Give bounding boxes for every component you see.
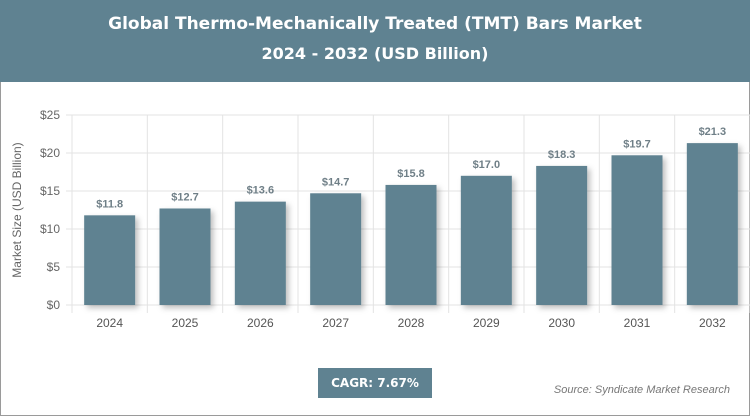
data-label: $17.0 [473, 159, 501, 171]
x-tick-label: 2029 [473, 316, 500, 330]
bar-2025 [159, 208, 211, 305]
data-label: $14.7 [322, 176, 350, 188]
x-tick-label: 2032 [699, 316, 726, 330]
chart-header: Global Thermo-Mechanically Treated (TMT)… [0, 0, 750, 82]
bar-2031 [611, 155, 663, 305]
bar-2028 [385, 184, 437, 305]
bar-2029 [460, 175, 512, 305]
chart-title: Global Thermo-Mechanically Treated (TMT)… [108, 14, 642, 34]
chart-subtitle: 2024 - 2032 (USD Billion) [261, 44, 489, 63]
data-label: $11.8 [96, 198, 123, 210]
bar-2026 [234, 201, 286, 305]
y-tick-label: $10 [40, 222, 60, 236]
x-tick-label: 2026 [247, 316, 274, 330]
y-tick-label: $0 [47, 298, 61, 312]
x-tick-label: 2024 [96, 316, 123, 330]
x-tick-label: 2030 [548, 316, 575, 330]
cagr-badge: CAGR: 7.67% [318, 368, 432, 398]
y-tick-label: $25 [40, 108, 60, 122]
y-tick-label: $5 [47, 260, 61, 274]
y-tick-label: $15 [40, 184, 60, 198]
data-label: $15.8 [397, 168, 425, 180]
x-tick-label: 2031 [624, 316, 651, 330]
data-label: $19.7 [623, 138, 651, 150]
data-label: $12.7 [171, 191, 199, 203]
bar-2027 [310, 193, 362, 305]
data-label: $13.6 [247, 185, 275, 197]
y-tick-label: $20 [40, 146, 60, 160]
x-tick-label: 2025 [172, 316, 199, 330]
data-label: $18.3 [548, 149, 576, 161]
source-note: Source: Syndicate Market Research [553, 384, 730, 396]
y-axis-label: Market Size (USD Billion) [10, 142, 24, 277]
bar-2030 [536, 165, 588, 305]
bar-2024 [84, 215, 136, 305]
x-tick-label: 2028 [398, 316, 425, 330]
x-tick-label: 2027 [322, 316, 349, 330]
data-label: $21.3 [699, 126, 727, 138]
bar-2032 [686, 143, 738, 305]
